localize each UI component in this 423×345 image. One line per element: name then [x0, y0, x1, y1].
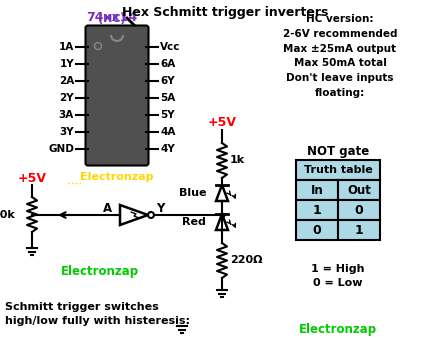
Text: 1 = High
0 = Low: 1 = High 0 = Low: [311, 264, 365, 288]
Text: 6Y: 6Y: [160, 76, 175, 86]
Text: 10k: 10k: [0, 210, 15, 220]
Text: 2Y: 2Y: [59, 93, 74, 103]
Text: 3Y: 3Y: [59, 127, 74, 137]
Text: Electronzap: Electronzap: [80, 172, 154, 182]
Text: Electronzap: Electronzap: [61, 266, 139, 278]
Text: 3A: 3A: [59, 110, 74, 120]
Text: 1Y: 1Y: [59, 59, 74, 69]
Bar: [338, 220, 380, 240]
Text: Blue: Blue: [179, 188, 206, 198]
Text: GND: GND: [48, 144, 74, 154]
Text: 220Ω: 220Ω: [230, 255, 263, 265]
Bar: [296, 200, 338, 220]
Text: 1A: 1A: [59, 42, 74, 52]
Text: 5Y: 5Y: [160, 110, 175, 120]
Text: 0: 0: [313, 224, 321, 237]
Text: NOT gate: NOT gate: [307, 146, 369, 158]
Text: 1: 1: [313, 204, 321, 217]
Bar: [296, 160, 380, 180]
Text: Vcc: Vcc: [160, 42, 181, 52]
Text: Hex Schmitt trigger inverters: Hex Schmitt trigger inverters: [122, 6, 328, 19]
Text: 1k: 1k: [230, 155, 245, 165]
Bar: [296, 180, 338, 200]
Bar: [338, 180, 380, 200]
Text: In: In: [310, 184, 323, 197]
Text: 74xx14: 74xx14: [86, 0, 137, 24]
Text: (HC): (HC): [98, 14, 126, 24]
Text: Electronzap: Electronzap: [299, 324, 377, 336]
Text: 4Y: 4Y: [160, 144, 175, 154]
Text: +5V: +5V: [208, 116, 236, 128]
Text: 2A: 2A: [59, 76, 74, 86]
Text: +5V: +5V: [17, 171, 47, 185]
Text: Schmitt trigger switches
high/low fully with histeresis:: Schmitt trigger switches high/low fully …: [5, 302, 190, 326]
Text: 1: 1: [354, 224, 363, 237]
Bar: [296, 220, 338, 240]
Text: Y: Y: [156, 203, 165, 216]
FancyBboxPatch shape: [85, 26, 148, 166]
Text: Red: Red: [182, 217, 206, 227]
Text: Out: Out: [347, 184, 371, 197]
Text: 4A: 4A: [160, 127, 176, 137]
Text: 0: 0: [354, 204, 363, 217]
Bar: [338, 200, 380, 220]
Text: HC version:
2-6V recommended
Max ±25mA output
Max 50mA total
Don't leave inputs
: HC version: 2-6V recommended Max ±25mA o…: [283, 14, 397, 98]
Text: Truth table: Truth table: [304, 165, 372, 175]
Text: 6A: 6A: [160, 59, 175, 69]
Text: A: A: [103, 203, 112, 216]
Text: 5A: 5A: [160, 93, 175, 103]
